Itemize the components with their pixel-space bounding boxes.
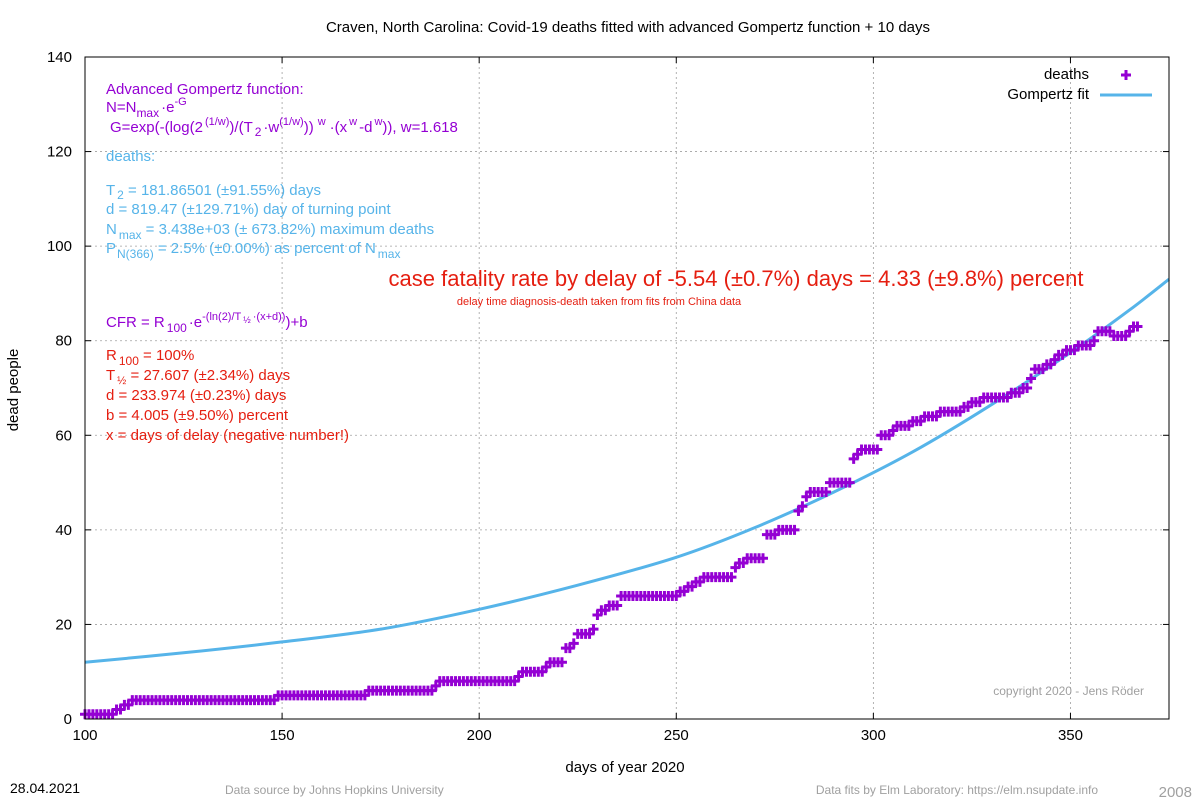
cfr-formula: CFR = R 100 ·e-(ln(2)/T ½ ·(x+d)))+b [106,311,308,335]
y-tick-label: 20 [55,616,72,633]
death-point [872,444,883,455]
y-tick-label: 120 [47,144,72,161]
y-tick-label: 40 [55,522,72,539]
x-tick-label: 350 [1058,727,1083,744]
formula-n-line: N=Nmax ·e-G [106,96,187,120]
fit-d: d = 819.47 (±129.71%) day of turning poi… [106,201,392,218]
chart-title: Craven, North Carolina: Covid-19 deaths … [326,19,930,36]
x-axis-label: days of year 2020 [565,759,684,776]
footer-code: 2008 [1159,784,1192,800]
fit-label: deaths: [106,148,155,165]
cfr-d: d = 233.974 (±0.23%) days [106,387,286,404]
x-tick-label: 200 [467,727,492,744]
copyright-note: copyright 2020 - Jens Röder [993,684,1144,698]
y-tick-label: 100 [47,238,72,255]
y-tick-label: 0 [64,711,72,728]
grid-lines [85,57,1169,719]
death-point [556,657,567,668]
death-point [844,477,855,488]
footer-fits: Data fits by Elm Laboratory: https://elm… [816,783,1098,797]
cfr-x: x = days of delay (negative number!) [106,427,349,444]
cfr-headline: case fatality rate by delay of -5.54 (±0… [389,266,1084,291]
death-point [821,487,832,498]
death-point [757,553,768,564]
x-tick-label: 250 [664,727,689,744]
death-point [568,638,579,649]
death-point [588,624,599,635]
formula-header: Advanced Gompertz function: [106,81,304,98]
death-point [1026,373,1037,384]
death-point [612,600,623,611]
legend-marker-deaths [1121,70,1131,80]
legend-label-gompertz-fit: Gompertz fit [1007,86,1090,103]
footer-date: 28.04.2021 [10,780,80,796]
y-tick-label: 60 [55,427,72,444]
death-point [1132,321,1143,332]
cfr-r100: R 100 = 100% [106,347,194,368]
cfr-b: b = 4.005 (±9.50%) percent [106,407,289,424]
legend-label-deaths: deaths [1044,66,1089,83]
x-tick-label: 300 [861,727,886,744]
formula-g-line: G=exp(-(log(2 (1/w))/(T 2 ·w(1/w))) w ·(x w -d w… [110,116,458,139]
y-tick-label: 140 [47,49,72,66]
footer-source: Data source by Johns Hopkins University [225,783,444,797]
death-point [797,501,808,512]
death-point [789,524,800,535]
deaths-series [80,321,1143,720]
death-point [1022,383,1033,393]
death-point [726,572,737,583]
axis-tick-labels: 100 150 200 250 300 350 0 20 40 60 80 100 120 140 [47,49,1083,744]
x-tick-label: 100 [72,727,97,744]
plot-frame [84,56,1170,720]
legend: deaths Gompertz fit [1007,66,1152,103]
y-axis-label: dead people [5,349,22,432]
cfr-note: delay time diagnosis-death taken from fi… [457,296,742,308]
y-tick-label: 80 [55,333,72,350]
death-point [1089,335,1100,346]
gompertz-formula: Advanced Gompertz function: N=Nmax ·e-G G… [106,81,458,139]
x-tick-label: 150 [270,727,295,744]
